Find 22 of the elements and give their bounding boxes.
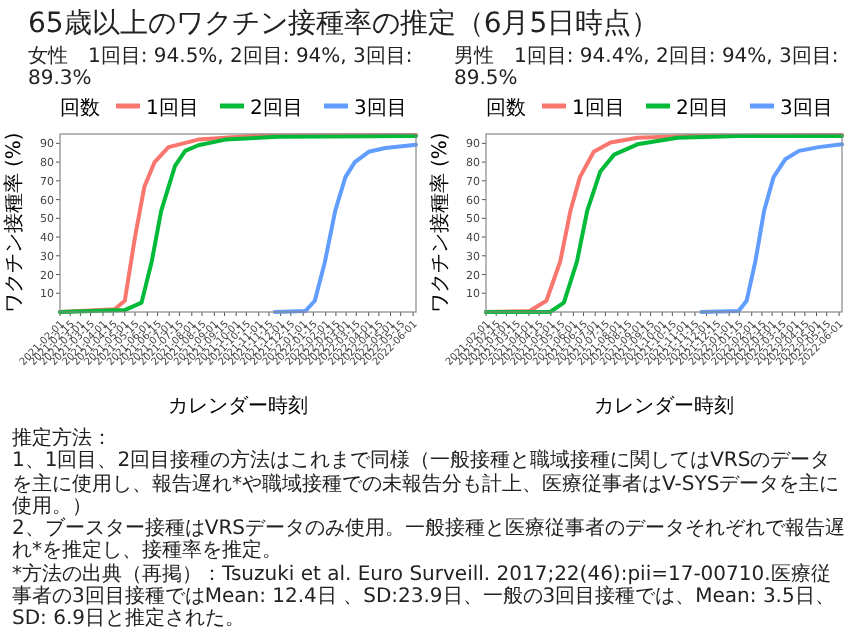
y-axis-title: ワクチン接種率 (%) bbox=[428, 132, 452, 314]
legend-label: 1回目 bbox=[572, 98, 625, 120]
chart-subtitle: 男性 1回目: 94.4%, 2回目: 94%, 3回目: 89.5% bbox=[452, 46, 841, 90]
text: 推定方法： bbox=[12, 428, 114, 450]
y-axis-title: ワクチン接種率 (%) bbox=[2, 132, 26, 314]
line-series bbox=[484, 133, 844, 314]
text: *方法の出典（再掲）：Tsuzuki et al. Euro Surveill. 2017;22(46):pii=17-00710.医療従事者の3回目接種ではMean: 12.4日 、SD:23.9日、一般の3回目接種では、Mean: 3.5日、SD: 6.9日と推定された。 bbox=[12, 563, 837, 632]
line-series bbox=[272, 142, 418, 314]
legend-label: 2回目 bbox=[676, 98, 729, 120]
x-axis-title: カレンダー時刻 bbox=[168, 394, 308, 418]
legend-title: 回数 bbox=[60, 98, 100, 120]
legend-label: 3回目 bbox=[354, 98, 407, 120]
text: 1、1回目、2回目接種の方法はこれまで同様（一般接種と職域接種に関してはVRSのデータを主に使用し、報告遅れ*や職域接種での未報告分も計上、医療従事者はV-SYSデータを主に使用。） bbox=[12, 450, 842, 518]
line-series bbox=[699, 142, 844, 314]
chart-title: 65歳以上のワクチン接種率の推定（6月5日時点） bbox=[28, 6, 662, 42]
legend-label: 3回目 bbox=[780, 98, 833, 120]
legend-label: 2回目 bbox=[250, 98, 303, 120]
chart-subtitle: 女性 1回目: 94.5%, 2回目: 94%, 3回目: 89.3% bbox=[26, 46, 415, 90]
x-axis-title: カレンダー時刻 bbox=[594, 394, 734, 418]
text: 2、ブースター接種はVRSデータのみ使用。一般接種と医療従事者のデータそれぞれで報告遅れ*を推定し、接種率を推定。 bbox=[12, 518, 846, 563]
legend-title: 回数 bbox=[486, 98, 526, 120]
legend-label: 1回目 bbox=[146, 98, 199, 120]
